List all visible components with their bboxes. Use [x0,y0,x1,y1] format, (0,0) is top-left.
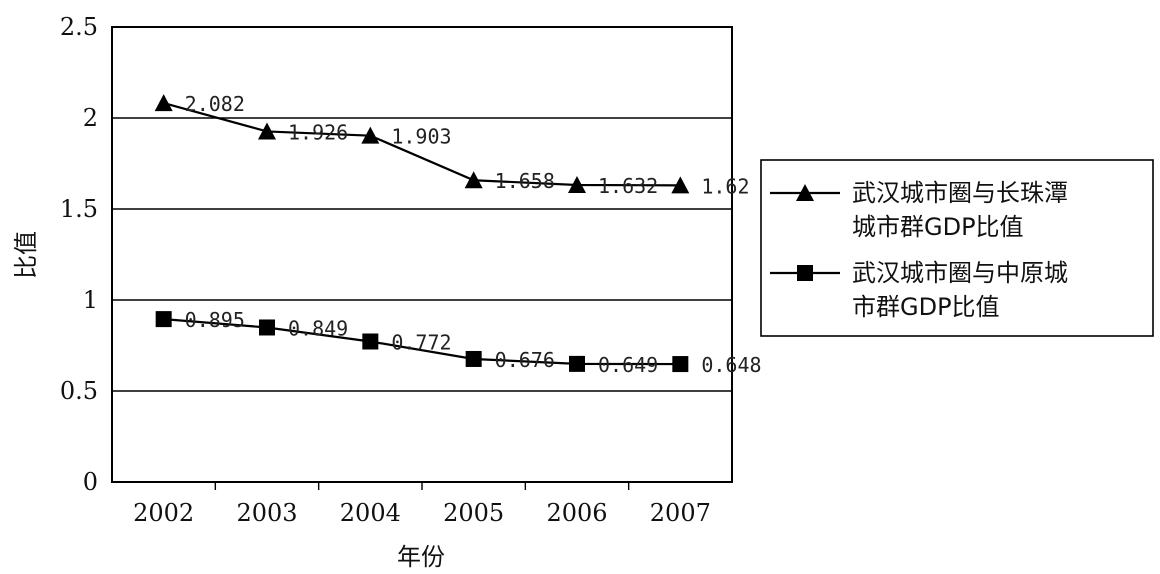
y-tick-label: 1.5 [60,195,98,223]
triangle-marker [568,175,586,193]
data-label: 0.895 [185,308,245,332]
data-label: 1.62 [701,174,749,198]
triangle-marker [796,184,814,201]
legend-frame [760,159,1154,337]
legend-label-line: 市群GDP比值 [852,293,1000,321]
legend-label: 武汉城市圈与长珠潭城市群GDP比值 [852,179,1068,241]
series-layer [154,94,690,373]
triangle-marker [258,122,276,140]
legend-label-line: 武汉城市圈与中原城 [852,259,1068,287]
y-tick-label: 1 [83,286,98,314]
data-label: 0.772 [391,330,451,354]
square-marker [155,311,172,328]
x-tick-label: 2004 [340,499,401,527]
square-marker [465,350,482,367]
square-marker [362,333,379,350]
square-marker [797,265,813,281]
triangle-marker [361,126,380,144]
data-label: 1.903 [391,125,451,149]
x-tick-label: 2006 [546,499,607,527]
legend-label: 武汉城市圈与中原城市群GDP比值 [852,259,1068,321]
series-line [163,102,681,187]
data-label: 0.649 [598,353,658,377]
y-tick-label: 2 [83,104,98,132]
square-marker [259,319,275,336]
y-tick-label: 2.5 [60,13,98,41]
data-label: 0.849 [288,316,348,340]
square-marker [672,356,689,373]
y-tick-label: 0 [83,468,98,496]
data-labels: 2.082 1.926 1.903 1.658 1.632 1.62 0.895 0.849 0… [185,92,762,377]
triangle-marker [464,171,483,189]
triangle-marker [671,176,690,194]
x-tick-label: 2003 [236,499,297,527]
x-tick-label: 2005 [443,499,504,527]
triangle-marker [154,94,173,112]
y-axis-ticks: 0 0.5 1 1.5 2 2.5 [60,13,98,496]
x-axis-ticks: 2002 2003 2004 2005 2006 2007 [133,482,711,527]
x-tick-label: 2007 [650,499,711,527]
data-label: 1.632 [598,174,658,198]
x-tick-label: 2002 [133,499,194,527]
data-label: 1.658 [495,169,555,193]
data-label: 0.648 [701,353,761,377]
x-axis-title: 年份 [397,543,445,571]
y-axis-title: 比值 [12,231,40,279]
legend-label-line: 城市群GDP比值 [852,213,1024,241]
data-label: 1.926 [288,120,348,144]
data-label: 0.676 [495,348,555,372]
y-tick-label: 0.5 [60,377,98,405]
data-label: 2.082 [185,92,245,116]
legend-label-line: 武汉城市圈与长珠潭 [852,179,1068,207]
square-marker [569,355,585,372]
series-line [163,318,681,366]
